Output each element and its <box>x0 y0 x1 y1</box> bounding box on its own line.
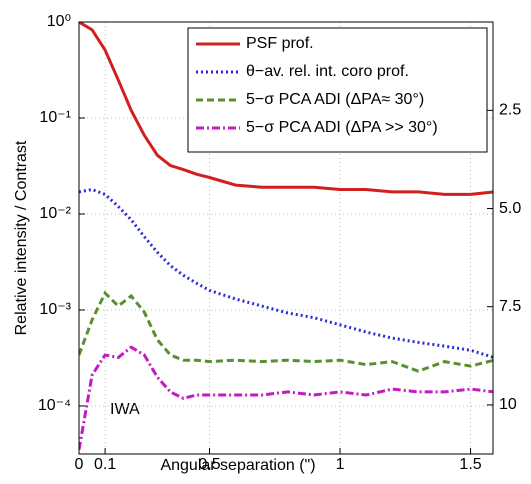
x-tick-label: 0.5 <box>198 456 220 473</box>
legend-label: θ−av. rel. int. coro prof. <box>246 63 409 80</box>
y-tick-label: 10⁰ <box>47 13 71 30</box>
x-tick-label: 0.1 <box>94 456 116 473</box>
x-axis-label: Angular separation (") <box>160 457 315 474</box>
y2-tick-label: 7.5 <box>499 298 521 315</box>
y-tick-label: 10⁻⁴ <box>38 397 71 414</box>
legend-label: 5−σ PCA ADI (ΔPA≈ 30°) <box>246 91 424 108</box>
x-tick-label: 0 <box>75 456 84 473</box>
legend-label: PSF prof. <box>246 35 314 52</box>
y2-tick-label: 10 <box>499 396 517 413</box>
plot-frame <box>78 21 494 455</box>
series-line <box>79 290 493 373</box>
x-tick-label: 1.5 <box>459 456 481 473</box>
y2-tick-label: 2.5 <box>499 102 521 119</box>
x-tick-label: 1 <box>336 456 345 473</box>
y2-tick-label: 5.0 <box>499 200 521 217</box>
series-line <box>79 345 493 450</box>
legend-label: 5−σ PCA ADI (ΔPA >> 30°) <box>246 119 438 136</box>
series-line <box>79 22 493 196</box>
y-axis-label: Relative intensity / Contrast <box>13 140 30 335</box>
annotation: IWA <box>110 401 140 418</box>
y-tick-label: 10⁻¹ <box>39 109 71 126</box>
y-tick-label: 10⁻² <box>39 205 71 222</box>
legend-box <box>187 27 488 153</box>
y-tick-label: 10⁻³ <box>39 301 71 318</box>
